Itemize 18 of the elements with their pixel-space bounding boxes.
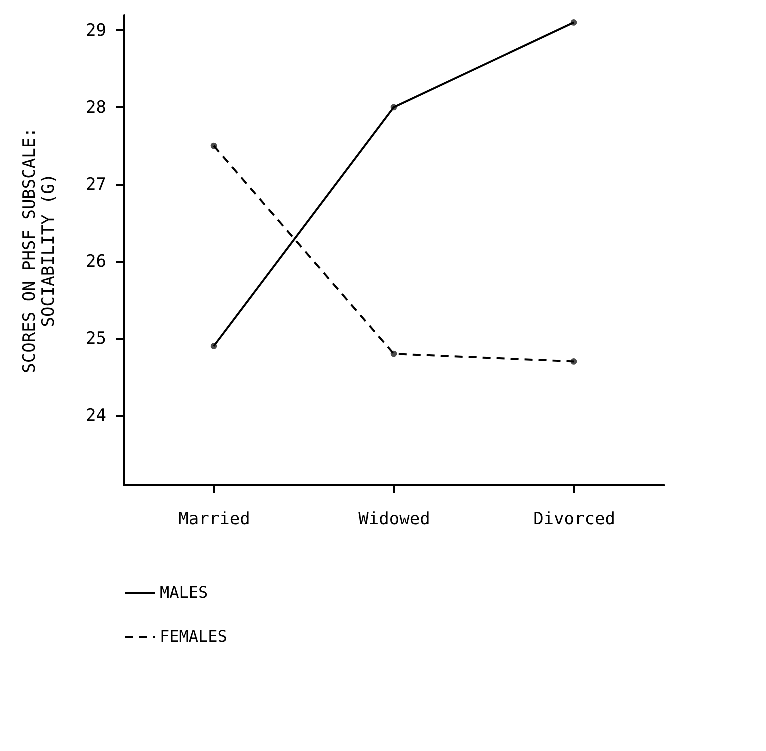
- y-tick-label: 24: [86, 406, 106, 426]
- point: [570, 20, 578, 26]
- point: [570, 358, 578, 365]
- y-tick-label: 29: [86, 20, 106, 41]
- point: [390, 350, 398, 358]
- legend-label: FEMALES: [160, 627, 228, 646]
- y-tick-label: 26: [86, 252, 106, 272]
- point: [210, 142, 218, 150]
- y-axis-title: SCORES ON PHSF SUBSCALE: SOCIABILITY (G): [20, 128, 60, 374]
- point: [210, 343, 218, 350]
- x-tick-label: Widowed: [358, 510, 430, 530]
- legend-label: MALES: [160, 583, 208, 602]
- x-tick-label: Divorced: [534, 510, 616, 530]
- y-tick-label: 28: [86, 98, 106, 118]
- y-tick-label: 27: [86, 175, 106, 196]
- x-tick-label: Married: [178, 510, 250, 530]
- y-tick-label: 25: [86, 329, 106, 350]
- point: [390, 104, 398, 111]
